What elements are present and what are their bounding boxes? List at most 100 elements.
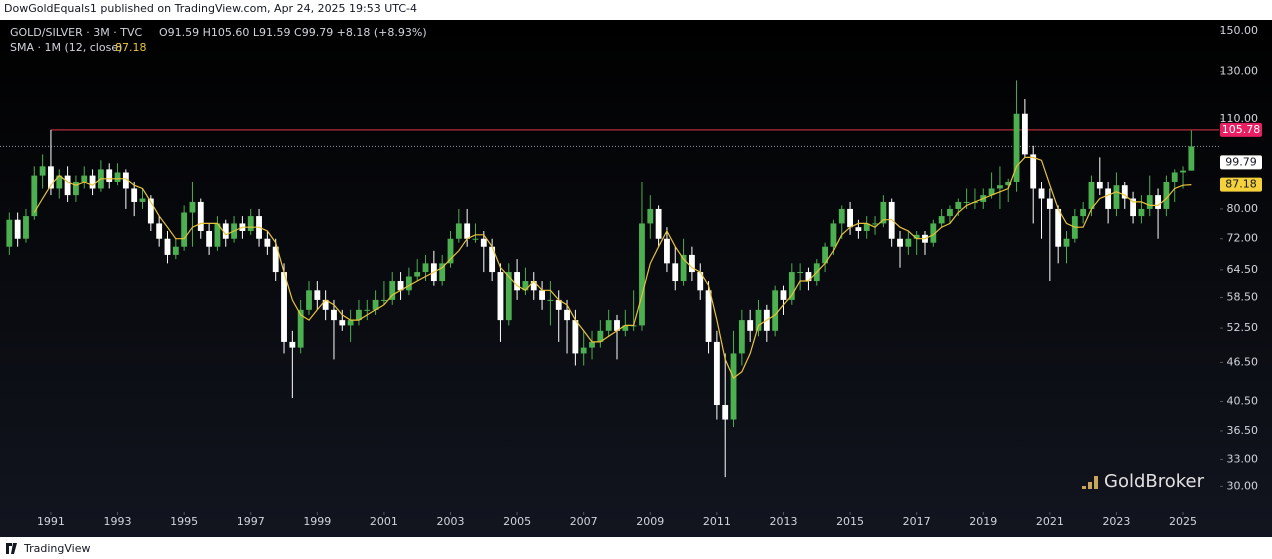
candle-body [489,246,496,273]
x-tick-label: 1997 [237,515,265,528]
candle-body [580,347,587,354]
sma-price-label: 87.18 [1225,178,1257,191]
candle-body [780,290,787,300]
candle-body [647,208,654,224]
candle-body [114,172,121,182]
candle-body [48,166,54,189]
candle-body [522,281,529,291]
logo-bar [1082,486,1086,489]
candle-body [913,234,920,239]
x-tick-label: 1991 [37,515,65,528]
candle-body [514,272,521,291]
candle-body [23,216,29,239]
candle-body [164,238,171,255]
x-tick-label: 2017 [903,515,931,528]
candle-body [1030,154,1037,189]
candle-body [639,223,645,326]
candle-body [405,276,412,291]
candle-body [597,330,604,342]
published-note: DowGoldEquals1 published on TradingView.… [4,2,417,15]
candle-body [672,263,679,282]
y-tick-label: 52.50 [1227,321,1259,334]
candle-body [364,309,371,311]
candle-body [988,188,995,196]
candle-body [697,272,704,291]
candle-body [455,223,462,239]
candle-body [855,227,862,231]
candle-body [81,175,88,182]
candle-body [772,290,779,331]
plot-background [0,20,1272,537]
x-tick-label: 2019 [969,515,997,528]
y-tick-label: 36.50 [1227,424,1259,437]
candle-body [122,172,129,189]
resistance-price-label-box [1220,122,1262,137]
sma-value: 87.18 [115,41,147,54]
candle-body [938,216,945,224]
candle-body [347,320,354,326]
sma-line [33,156,1192,380]
candle-body [1021,113,1028,155]
candle-body [281,272,287,342]
y-tick-label: 110.00 [1220,112,1259,125]
candle-body [397,281,404,291]
candle-body [747,320,754,331]
x-tick-label: 2021 [1036,515,1064,528]
candle-body [322,299,329,310]
candle-body [830,223,837,247]
candle-body [314,290,321,300]
candle-body [356,309,362,321]
candle-body [805,272,812,282]
candle-body [106,169,113,182]
candle-body [1138,208,1145,217]
y-tick-label: 33.00 [1227,452,1259,465]
x-tick-label: 2003 [437,515,465,528]
candle-body [963,201,970,203]
candle-body [664,238,670,264]
candle-body [738,320,745,354]
candle-body [1055,208,1062,247]
candle-body [439,263,446,282]
candle-body [297,309,304,348]
x-tick-label: 2013 [769,515,797,528]
candle-body [1038,188,1045,199]
candle-body [1063,238,1070,247]
candle-body [1080,208,1087,217]
logo-bar [1088,482,1092,489]
candle-body [372,299,379,310]
candle-body [181,212,188,247]
y-tick-label: 30.00 [1227,479,1259,492]
candle-body [722,405,729,420]
x-tick-label: 2001 [370,515,398,528]
candle-body [797,272,804,274]
y-tick-label: 64.50 [1227,263,1259,276]
sma-price-label-box [1220,177,1262,192]
candle-body [880,201,887,224]
y-tick-label: 46.50 [1227,355,1259,368]
candle-body [1113,185,1120,209]
candle-body [705,290,712,342]
ohlc-readout: O91.59 H105.60 L91.59 C99.79 +8.18 (+8.9… [159,26,427,39]
candle-body [589,341,595,348]
candle-body [688,254,695,273]
y-tick-label: 150.00 [1220,24,1259,37]
candle-body [530,281,537,291]
candle-body [147,198,154,224]
watermark-text: GoldBroker [1104,471,1205,492]
candle-body [730,353,737,420]
candle-body [331,309,337,321]
candle-body [31,175,38,217]
candle-body [1180,170,1186,173]
candle-body [206,230,213,247]
candle-body [572,320,579,354]
candle-body [1130,198,1137,217]
candle-body [1163,181,1170,209]
logo-bar [1094,476,1098,489]
candle-body [1155,195,1161,209]
candle-body [622,325,629,331]
candle-body [73,181,79,196]
candle-body [247,216,254,231]
candle-body [89,175,96,189]
candle-body [505,272,512,321]
